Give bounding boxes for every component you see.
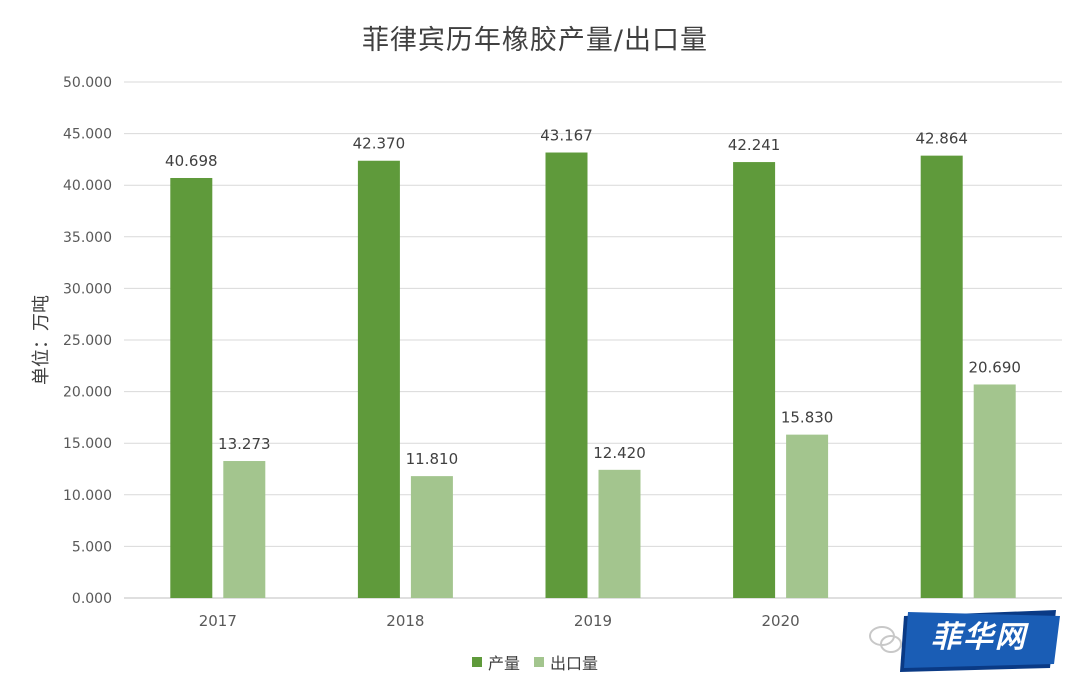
- data-label-production: 42.864: [915, 130, 968, 148]
- y-tick-label: 25.000: [63, 333, 112, 349]
- x-tick-labels: 2017 2018 2019 2020: [199, 612, 800, 630]
- bars: [170, 152, 1016, 599]
- bar-export: [786, 434, 829, 598]
- data-label-export: 20.690: [968, 358, 1021, 376]
- y-tick-label: 10.000: [63, 488, 112, 504]
- legend-swatch-production: [471, 657, 482, 667]
- data-labels: 40.698 13.273 42.370 11.810 43.167 12.420 42.2…: [165, 127, 1021, 469]
- y-axis-title: 单位：万吨: [31, 295, 52, 385]
- bar-export: [598, 469, 641, 598]
- y-tick-label: 45.000: [63, 127, 112, 143]
- watermark-text: 菲华网: [931, 620, 1027, 655]
- y-tick-label: 30.000: [63, 281, 112, 297]
- y-tick-label: 5.000: [72, 539, 112, 555]
- bar-production: [733, 162, 776, 598]
- y-tick-label: 40.000: [63, 178, 112, 194]
- x-tick-label: 2017: [199, 612, 237, 630]
- bar-export: [973, 384, 1016, 598]
- legend: 产量 出口量: [0, 650, 1070, 674]
- data-label-export: 15.830: [781, 409, 834, 427]
- bar-production: [170, 177, 213, 598]
- legend-item-production: 产量: [471, 650, 520, 674]
- legend-label-export: 出口量: [550, 654, 599, 673]
- legend-item-export: 出口量: [534, 650, 598, 674]
- watermark-badge-icon: [869, 610, 1060, 672]
- data-label-export: 12.420: [593, 444, 646, 462]
- watermark-logo: 菲华网: [860, 602, 1065, 678]
- data-label-production: 42.370: [353, 135, 406, 153]
- data-label-export: 11.810: [406, 450, 459, 468]
- bar-production: [545, 152, 588, 599]
- y-tick-label: 20.000: [63, 385, 112, 401]
- bar-production: [920, 155, 963, 598]
- bar-export: [410, 476, 453, 598]
- wechat-icon: [869, 626, 902, 653]
- legend-label-production: 产量: [487, 654, 520, 673]
- y-tick-label: 50.000: [63, 75, 112, 91]
- legend-swatch-export: [534, 657, 544, 667]
- y-tick-labels: 0.000 5.000 10.000 15.000 20.000 25.000 30.000…: [63, 75, 112, 607]
- data-label-production: 40.698: [165, 152, 218, 170]
- y-tick-label: 35.000: [63, 230, 112, 246]
- x-tick-label: 2019: [574, 612, 612, 630]
- bar-production: [357, 160, 400, 599]
- x-tick-label: 2018: [386, 612, 424, 630]
- chart-title: 菲律宾历年橡胶产量/出口量: [361, 25, 709, 56]
- bar-export: [223, 461, 266, 598]
- x-tick-label: 2020: [762, 612, 800, 630]
- data-label-production: 43.167: [540, 127, 593, 145]
- y-tick-label: 15.000: [63, 436, 112, 452]
- gridlines: [124, 81, 1062, 599]
- y-tick-label: 0.000: [72, 591, 112, 607]
- data-label-export: 13.273: [218, 435, 271, 453]
- data-label-production: 42.241: [728, 136, 781, 154]
